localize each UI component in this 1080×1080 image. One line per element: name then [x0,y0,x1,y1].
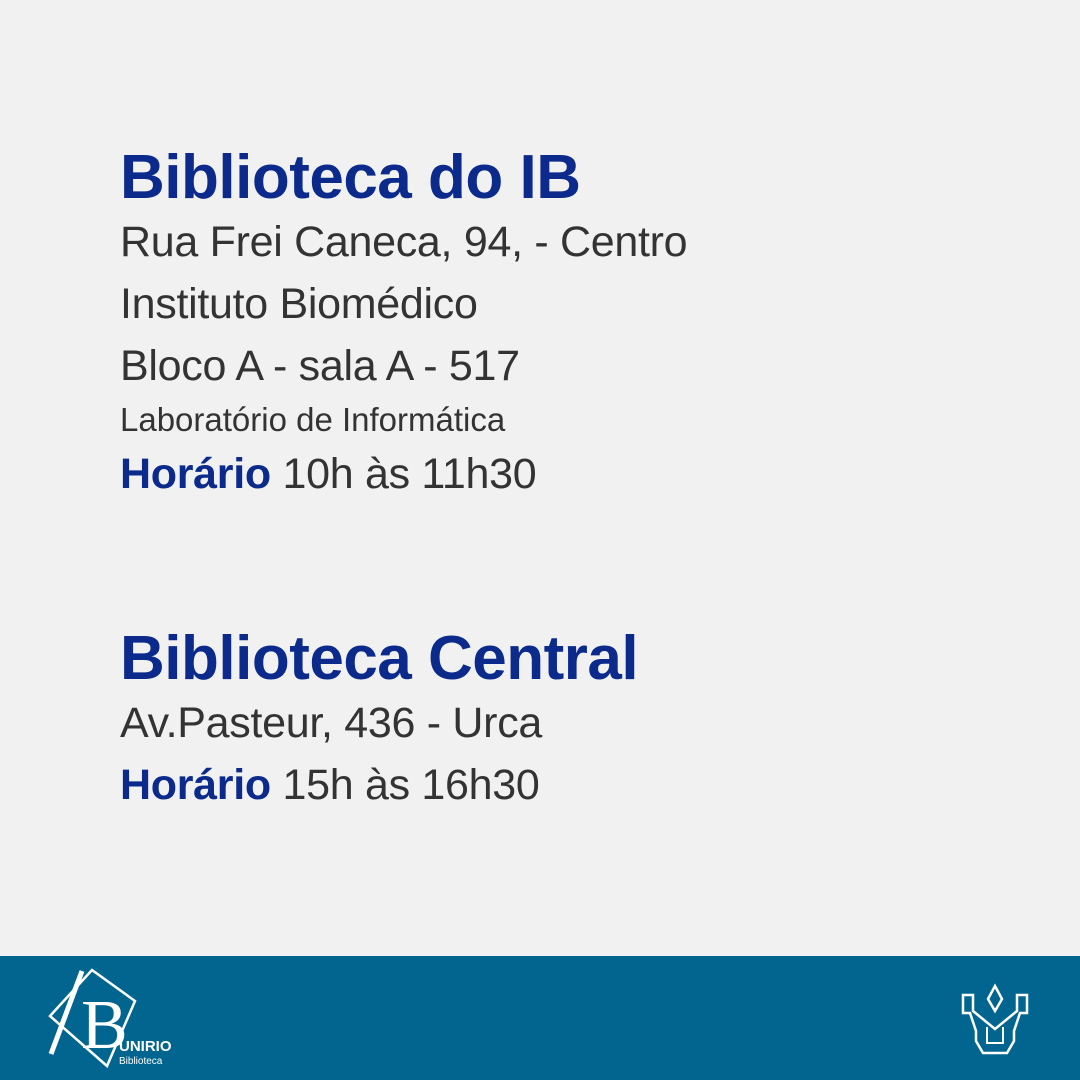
address-line: Rua Frei Caneca, 94, - Centro [120,218,688,266]
section-title: Biblioteca Central [120,624,639,693]
footer-bar: B UNIRIO Biblioteca [0,956,1080,1080]
section-title: Biblioteca do IB [120,143,581,212]
hours-label: Horário [120,450,271,498]
address-line: Av.Pasteur, 436 - Urca [120,699,543,747]
hours-value: 15h às 16h30 [282,761,540,809]
unirio-biblioteca-logo: B UNIRIO Biblioteca [45,966,175,1076]
hours-value: 10h às 11h30 [282,450,537,498]
svg-text:Biblioteca: Biblioteca [119,1056,163,1067]
section-biblioteca-central: Biblioteca Central Av.Pasteur, 436 - Urc… [120,624,639,816]
hours-label: Horário [120,761,271,809]
section-biblioteca-ib: Biblioteca do IB Rua Frei Caneca, 94, - … [120,143,688,505]
svg-text:B: B [81,987,128,1064]
location-note: Laboratório de Informática [120,401,506,438]
hours-line: Horário 10h às 11h30 [120,443,687,505]
address-line: Bloco A - sala A - 517 [120,342,520,390]
unirio-emblem-icon [955,981,1035,1061]
hours-line: Horário 15h às 16h30 [120,754,638,816]
svg-text:UNIRIO: UNIRIO [119,1038,172,1055]
address-line: Instituto Biomédico [120,280,478,328]
